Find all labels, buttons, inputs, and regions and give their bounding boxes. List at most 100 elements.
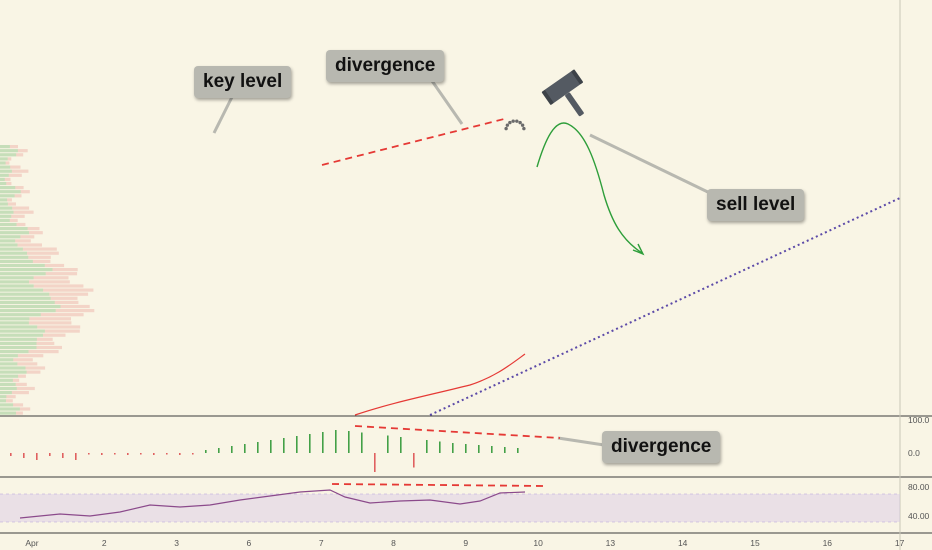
projected-path-arrowhead <box>632 243 645 256</box>
volume-profile-bar <box>20 190 30 194</box>
volume-profile-bar <box>16 153 24 157</box>
time-tick-label: 14 <box>678 538 688 548</box>
histogram-bar <box>88 453 90 455</box>
callout-pointer <box>428 77 464 125</box>
volume-profile-bar <box>0 186 16 190</box>
divergence-callout-bottom: divergence <box>602 431 721 463</box>
volume-profile-bar <box>0 300 55 304</box>
volume-profile-bar <box>0 337 37 341</box>
volume-profile-bar <box>6 399 13 403</box>
volume-profile-bar <box>12 378 20 382</box>
volume-profile-bar <box>20 235 35 239</box>
volume-profile-bar <box>7 202 17 206</box>
volume-profile-bar <box>6 395 16 399</box>
pattern-dot <box>515 119 519 123</box>
volume-profile-bar <box>13 358 33 362</box>
volume-profile-bar <box>15 186 24 190</box>
volume-profile-bar <box>0 190 21 194</box>
time-tick-label: 8 <box>391 538 396 548</box>
volume-profile-bar <box>0 411 16 415</box>
histogram-bar <box>192 453 194 455</box>
volume-profile-bar <box>0 341 37 345</box>
volume-profile-bar <box>0 296 51 300</box>
volume-profile-bar <box>15 239 31 243</box>
volume-profile-bar <box>0 153 17 157</box>
volume-profile-bar <box>0 214 12 218</box>
volume-profile-bar <box>9 218 18 222</box>
volume-profile-bar <box>28 321 72 325</box>
volume-profile-bar <box>25 366 46 370</box>
pattern-dot <box>508 120 512 125</box>
histogram-bar <box>491 446 493 453</box>
histogram-bar <box>478 445 480 453</box>
histogram-bar <box>374 453 376 472</box>
volume-profile-bar <box>0 407 20 411</box>
volume-profile-bar <box>43 288 94 292</box>
pattern-dot <box>518 120 522 125</box>
time-tick-label: 9 <box>463 538 468 548</box>
pattern-dot <box>522 126 526 131</box>
histogram-bar <box>23 453 25 458</box>
pattern-dot <box>505 123 510 127</box>
volume-profile-bar <box>15 382 27 386</box>
histogram-bar <box>270 440 272 453</box>
volume-profile-bar <box>17 354 44 358</box>
time-tick-label: 2 <box>102 538 107 548</box>
volume-profile-bar <box>0 239 16 243</box>
histogram-bar <box>335 430 337 453</box>
divergence-callout-top: divergence <box>326 50 445 82</box>
volume-profile-bar <box>0 247 23 251</box>
volume-profile-bar <box>0 378 13 382</box>
volume-profile-bar <box>0 358 14 362</box>
time-tick-label: 7 <box>319 538 324 548</box>
histogram-bar <box>101 453 103 455</box>
volume-profile-bar <box>17 362 38 366</box>
volume-profile-bar <box>40 313 84 317</box>
histogram-bar <box>309 434 311 453</box>
volume-profile-bar <box>27 251 59 255</box>
time-tick-label: 17 <box>895 538 905 548</box>
volume-profile-bar <box>12 206 30 210</box>
time-tick-label: 16 <box>823 538 833 548</box>
histogram-bar <box>348 431 350 453</box>
oscillator-band <box>0 494 900 522</box>
volume-profile-bar <box>29 317 71 321</box>
volume-profile-bar <box>14 194 22 198</box>
volume-profile-bar <box>0 382 16 386</box>
volume-profile-bar <box>60 304 90 309</box>
volume-profile-bar <box>0 345 37 350</box>
histogram-bar <box>452 443 454 453</box>
histogram-bar <box>296 436 298 453</box>
histogram-bar <box>439 441 441 453</box>
volume-profile-bar <box>26 370 41 374</box>
volume-profile-bar <box>27 227 40 231</box>
histogram-bar <box>257 442 259 453</box>
projected-path <box>536 122 643 254</box>
volume-profile-bar <box>0 374 19 378</box>
volume-profile-bar <box>0 280 29 284</box>
divergence-line-indicator <box>354 425 561 439</box>
volume-profile-bar <box>44 329 80 333</box>
histogram-bar <box>205 450 207 453</box>
pattern-dot <box>511 119 515 123</box>
divergence-line-price <box>321 117 509 166</box>
volume-profile-bar <box>0 333 43 337</box>
volume-profile-bar <box>0 194 15 198</box>
volume-profile-bar <box>16 222 26 227</box>
histogram-bar <box>413 453 415 468</box>
volume-profile-bar <box>17 243 42 247</box>
callout-pointer <box>212 96 234 134</box>
histogram-bar <box>400 437 402 453</box>
dotted-trendline <box>429 197 901 416</box>
volume-profile-bar <box>0 362 18 366</box>
volume-profile-bar <box>11 169 29 173</box>
gavel-head <box>543 71 581 104</box>
volume-profile-bar <box>0 259 33 263</box>
volume-profile-bar <box>0 235 21 239</box>
volume-profile-bar <box>44 263 65 268</box>
volume-profile-bar <box>0 165 11 169</box>
volume-profile-bar <box>0 231 29 235</box>
volume-profile-bar <box>0 329 45 333</box>
callout-pointer <box>589 133 715 197</box>
